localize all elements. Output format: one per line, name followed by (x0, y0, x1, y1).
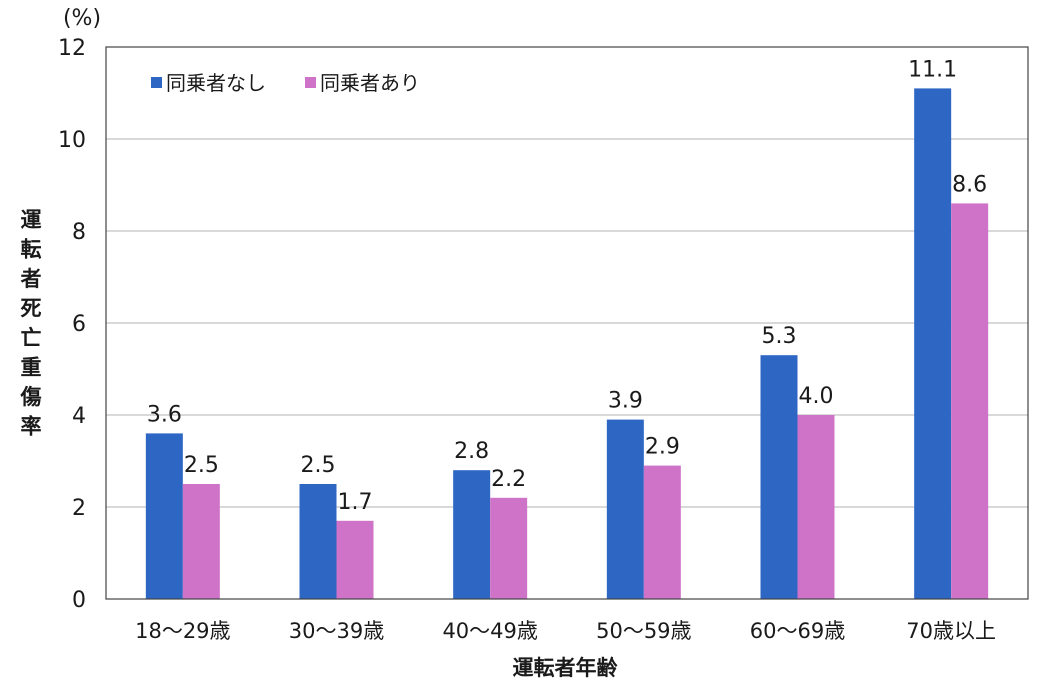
bar (643, 465, 681, 599)
x-tick-label: 60～69歳 (750, 619, 845, 643)
data-label: 2.5 (184, 453, 219, 478)
data-label: 3.9 (608, 389, 643, 414)
bar (914, 88, 952, 600)
data-label: 2.9 (645, 435, 680, 460)
bar (951, 203, 989, 599)
x-tick-label: 30～39歳 (289, 619, 384, 643)
bar (606, 419, 644, 599)
y-tick-labels: 0 2 4 6 8 10 12 (58, 36, 86, 613)
data-label: 2.5 (301, 453, 336, 478)
x-tick-label: 40～49歳 (442, 619, 537, 643)
data-label: 2.2 (491, 467, 526, 492)
x-axis-title: 運転者年齢 (513, 656, 619, 680)
y-tick-label: 12 (58, 36, 86, 61)
x-tick-label: 70歳以上 (906, 619, 996, 643)
data-labels: 3.62.5 2.51.72.82.23.92.95.34.011.18.6 (147, 57, 987, 514)
legend-label-series-2: 同乗者あり (320, 71, 420, 95)
axes (105, 46, 1029, 600)
legend-swatch-series-2 (305, 77, 316, 88)
bar (797, 415, 835, 599)
y-tick-label: 2 (72, 496, 86, 521)
legend-swatch-series-1 (151, 77, 162, 88)
bars (145, 88, 989, 600)
bar (145, 433, 183, 599)
bar (453, 470, 491, 599)
plot-area-frame (105, 46, 1029, 600)
y-unit-label: (%) (63, 6, 101, 31)
y-tick-label: 8 (72, 220, 86, 245)
bar (182, 484, 220, 599)
bar (760, 355, 798, 599)
data-label: 1.7 (338, 490, 373, 515)
y-axis-title: 運転者死亡重傷率 (20, 208, 42, 439)
data-label: 3.6 (147, 402, 182, 427)
bar (336, 520, 374, 599)
bar (490, 497, 528, 599)
data-label: 2.8 (454, 439, 489, 464)
data-label: 4.0 (799, 384, 834, 409)
data-label: 11.1 (908, 57, 957, 82)
x-tick-labels: 18～29歳 30～39歳 40～49歳 50～59歳 60～69歳 70歳以上 (135, 619, 996, 643)
data-label: 5.3 (762, 324, 797, 349)
legend-label-series-1: 同乗者なし (166, 71, 266, 95)
y-tick-label: 6 (72, 312, 86, 337)
y-tick-label: 10 (58, 128, 86, 153)
legend: 同乗者なし 同乗者あり (151, 71, 420, 95)
bar (299, 484, 337, 599)
y-tick-label: 0 (72, 588, 86, 613)
x-tick-label: 50～59歳 (596, 619, 691, 643)
y-tick-label: 4 (72, 404, 86, 429)
x-tick-label: 18～29歳 (135, 619, 230, 643)
gridlines (106, 138, 1028, 508)
data-label: 8.6 (952, 172, 987, 197)
